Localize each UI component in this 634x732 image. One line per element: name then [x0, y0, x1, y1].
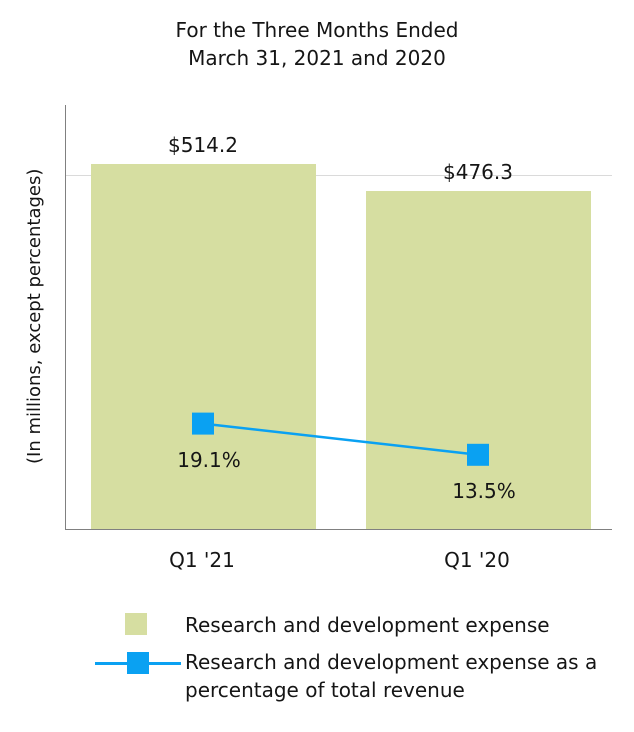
legend-line-marker — [127, 652, 149, 674]
x-tick-label: Q1 '21 — [169, 548, 235, 572]
plot-area: $514.2 $476.3 19.1% 13.5% — [65, 105, 612, 530]
legend: Research and development expense Researc… — [0, 604, 634, 724]
legend-line-label: Research and development expense as a pe… — [185, 650, 598, 702]
bar — [90, 164, 316, 529]
y-axis-label: (In millions, except percentages) — [24, 168, 45, 464]
chart-title-line2: March 31, 2021 and 2020 — [188, 46, 446, 70]
bar-value-label: $476.3 — [443, 159, 513, 184]
chart-title: For the Three Months Ended March 31, 202… — [0, 16, 634, 72]
legend-bar-label: Research and development expense — [185, 613, 550, 637]
bar — [365, 190, 591, 529]
legend-line-swatch — [95, 652, 181, 674]
chart-title-line1: For the Three Months Ended — [175, 18, 459, 42]
legend-bar-swatch — [125, 613, 147, 635]
percentage-label: 13.5% — [452, 478, 516, 503]
percentage-label: 19.1% — [177, 447, 241, 472]
gridline — [66, 175, 612, 177]
bar-value-label: $514.2 — [168, 133, 238, 157]
x-tick-label: Q1 '20 — [444, 548, 510, 572]
